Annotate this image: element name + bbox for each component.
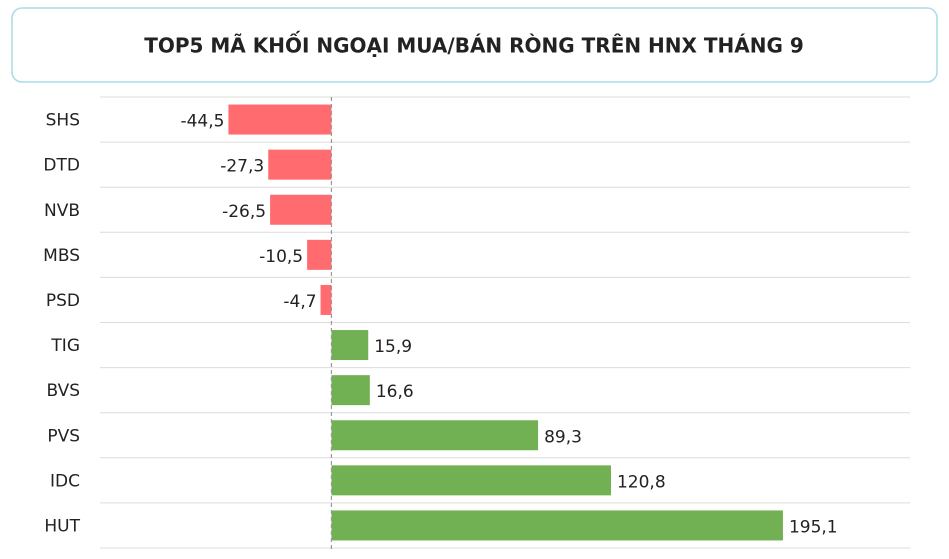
value-label: 16,6 — [376, 382, 414, 402]
value-label: 120,8 — [617, 472, 666, 492]
category-label: BVS — [46, 381, 80, 401]
bar — [331, 330, 369, 361]
bar — [320, 284, 332, 315]
value-label: 195,1 — [789, 517, 838, 537]
category-label: PVS — [47, 426, 80, 446]
category-label: IDC — [50, 471, 80, 491]
category-label: SHS — [46, 111, 80, 131]
chart-title: TOP5 MÃ KHỐI NGOẠI MUA/BÁN RÒNG TRÊN HNX… — [144, 32, 804, 58]
value-label: 89,3 — [544, 427, 582, 447]
bar — [331, 375, 370, 406]
bar — [331, 510, 783, 541]
category-label: HUT — [44, 516, 80, 536]
bar — [268, 149, 332, 180]
value-label: 15,9 — [374, 337, 412, 357]
value-label: -10,5 — [259, 247, 303, 267]
bar — [307, 239, 332, 270]
title-box — [11, 7, 938, 83]
category-label: DTD — [43, 156, 80, 176]
value-label: -27,3 — [220, 157, 264, 177]
category-label: NVB — [44, 201, 80, 221]
bar — [228, 104, 332, 135]
value-label: -26,5 — [222, 202, 266, 222]
bar — [331, 465, 611, 496]
category-label: PSD — [46, 291, 80, 311]
category-label: MBS — [43, 246, 80, 266]
category-label: TIG — [50, 336, 80, 356]
bar — [331, 420, 539, 451]
bar — [270, 194, 332, 225]
value-label: -4,7 — [283, 292, 316, 312]
value-label: -44,5 — [180, 112, 224, 132]
